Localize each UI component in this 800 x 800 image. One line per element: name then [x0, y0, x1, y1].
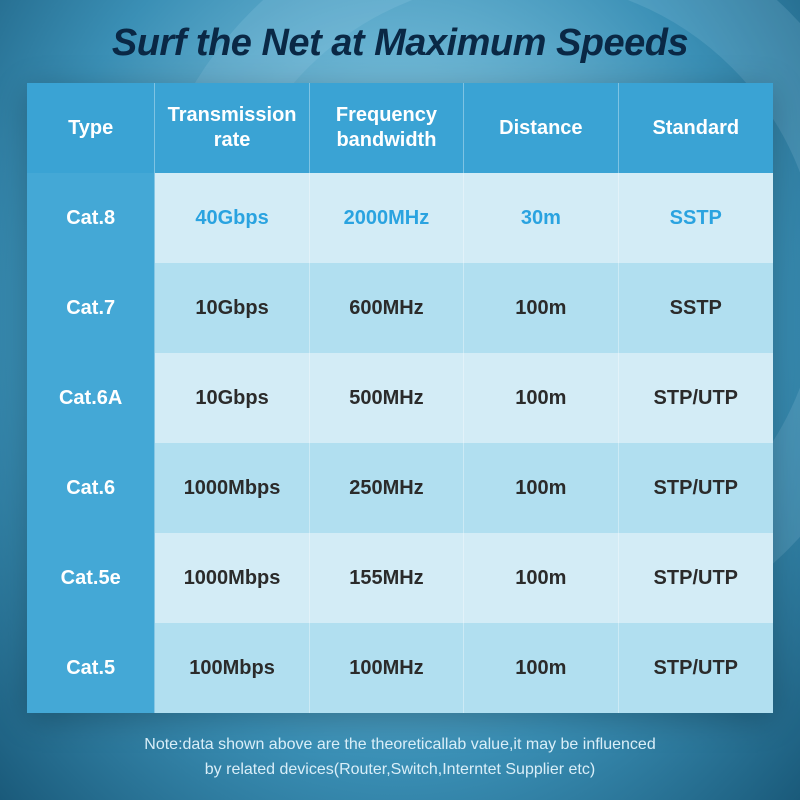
cell-bandwidth: 100MHz	[310, 623, 464, 713]
footnote-line1: Note:data shown above are the theoretica…	[144, 736, 655, 753]
table-row: Cat.5e 1000Mbps 155MHz 100m STP/UTP	[27, 533, 773, 623]
cell-rate: 1000Mbps	[155, 533, 309, 623]
cell-type: Cat.8	[27, 173, 155, 263]
table-row: Cat.6A 10Gbps 500MHz 100m STP/UTP	[27, 353, 773, 443]
col-header-rate: Transmissionrate	[155, 83, 309, 173]
cable-spec-table: Type Transmissionrate Frequencybandwidth…	[27, 83, 773, 713]
cell-type: Cat.6	[27, 443, 155, 533]
cell-rate: 100Mbps	[155, 623, 309, 713]
cell-rate: 10Gbps	[155, 263, 309, 353]
table-row: Cat.6 1000Mbps 250MHz 100m STP/UTP	[27, 443, 773, 533]
cell-rate: 40Gbps	[155, 173, 309, 263]
cell-standard: STP/UTP	[619, 533, 773, 623]
footnote-line2: by related devices(Router,Switch,Internt…	[205, 761, 595, 778]
cell-type: Cat.7	[27, 263, 155, 353]
cell-distance: 30m	[464, 173, 618, 263]
cell-distance: 100m	[464, 443, 618, 533]
cell-bandwidth: 155MHz	[310, 533, 464, 623]
col-header-bandwidth: Frequencybandwidth	[310, 83, 464, 173]
cell-bandwidth: 250MHz	[310, 443, 464, 533]
cell-standard: STP/UTP	[619, 623, 773, 713]
cell-distance: 100m	[464, 533, 618, 623]
footnote: Note:data shown above are the theoretica…	[144, 733, 655, 783]
col-header-type: Type	[27, 83, 155, 173]
table-row: Cat.5 100Mbps 100MHz 100m STP/UTP	[27, 623, 773, 713]
col-header-distance: Distance	[464, 83, 618, 173]
table-body: Cat.8 40Gbps 2000MHz 30m SSTP Cat.7 10Gb…	[27, 173, 773, 713]
page-title: Surf the Net at Maximum Speeds	[112, 22, 688, 65]
cell-type: Cat.6A	[27, 353, 155, 443]
cell-standard: SSTP	[619, 263, 773, 353]
cell-rate: 1000Mbps	[155, 443, 309, 533]
content-container: Surf the Net at Maximum Speeds Type Tran…	[0, 0, 800, 800]
cell-bandwidth: 500MHz	[310, 353, 464, 443]
cell-type: Cat.5e	[27, 533, 155, 623]
cell-distance: 100m	[464, 263, 618, 353]
cell-rate: 10Gbps	[155, 353, 309, 443]
cell-standard: SSTP	[619, 173, 773, 263]
cell-standard: STP/UTP	[619, 443, 773, 533]
table-row: Cat.8 40Gbps 2000MHz 30m SSTP	[27, 173, 773, 263]
table-row: Cat.7 10Gbps 600MHz 100m SSTP	[27, 263, 773, 353]
table-header: Type Transmissionrate Frequencybandwidth…	[27, 83, 773, 173]
cell-distance: 100m	[464, 623, 618, 713]
cell-bandwidth: 600MHz	[310, 263, 464, 353]
cell-type: Cat.5	[27, 623, 155, 713]
col-header-standard: Standard	[619, 83, 773, 173]
cell-bandwidth: 2000MHz	[310, 173, 464, 263]
cell-distance: 100m	[464, 353, 618, 443]
cell-standard: STP/UTP	[619, 353, 773, 443]
